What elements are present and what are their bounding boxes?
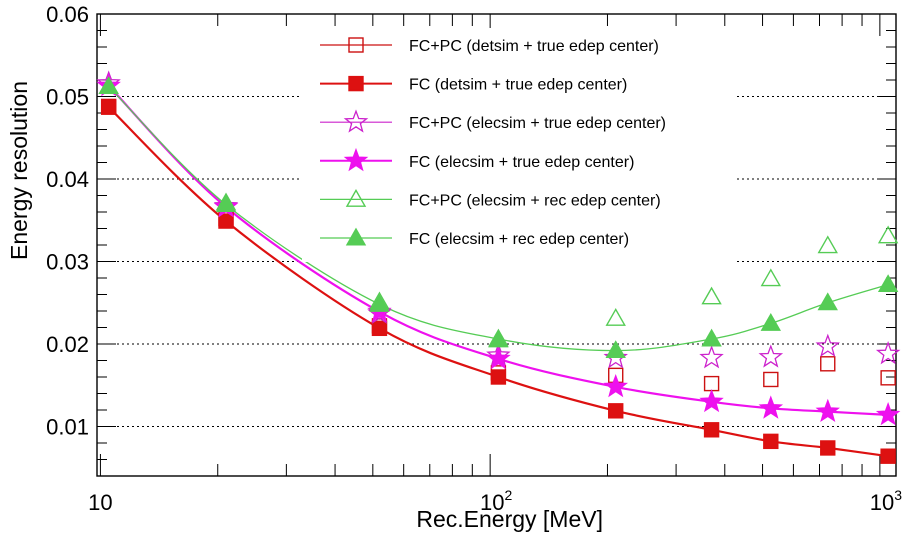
series-6-point	[760, 312, 782, 331]
series-5-point	[817, 235, 838, 254]
series-2-point	[371, 320, 388, 337]
fit-curve-2	[107, 106, 889, 458]
x-axis-title: Rec.Energy [MeV]	[416, 506, 603, 532]
x-tick-label: 103	[870, 487, 902, 515]
series-4-point	[699, 388, 724, 413]
legend-label: FC (elecsim + rec edep center)	[409, 231, 629, 248]
series-3-point	[758, 344, 784, 368]
series-2-point	[703, 422, 720, 438]
series-4-point	[486, 345, 511, 370]
legend-marker	[345, 227, 367, 246]
series-6-point	[488, 328, 509, 347]
legend-box	[302, 28, 734, 262]
y-tick-label: 0.05	[46, 85, 89, 110]
series-2-point	[763, 433, 779, 450]
series-2-point	[820, 440, 836, 456]
series-5-point	[701, 286, 722, 305]
series-2-point	[608, 403, 624, 419]
x-tick-label: 10	[88, 490, 112, 515]
series-6-point	[215, 194, 237, 213]
series-1-point	[820, 356, 836, 372]
series-4-point	[758, 395, 784, 419]
series-6-point	[605, 340, 626, 359]
legend-label: FC (elecsim + true edep center)	[409, 154, 634, 171]
legend-marker	[348, 75, 364, 92]
series-3-point	[815, 333, 840, 357]
legend-marker	[343, 109, 369, 133]
series-6-point	[817, 292, 838, 311]
legend-label: FC+PC (elecsim + rec edep center)	[409, 192, 661, 209]
series-5-point	[877, 225, 899, 244]
legend-marker	[343, 147, 369, 172]
y-axis-title: Energy resolution	[6, 81, 32, 260]
series-1-point	[880, 370, 896, 386]
series-4-point	[875, 402, 901, 426]
y-tick-label: 0.01	[46, 415, 89, 440]
legend-label: FC (detsim + true edep center)	[409, 77, 627, 94]
series-3-point	[699, 345, 724, 369]
series-5-point	[760, 268, 782, 287]
y-tick-label: 0.04	[46, 167, 89, 192]
y-tick-label: 0.02	[46, 332, 89, 357]
legend-marker	[345, 188, 367, 207]
series-5-point	[605, 308, 626, 326]
y-tick-label: 0.03	[46, 250, 89, 275]
y-tick-label: 0.06	[46, 2, 89, 27]
series-2-point	[490, 369, 507, 385]
series-6-point	[877, 274, 899, 293]
series-1-point	[703, 375, 720, 392]
legend-label: FC+PC (detsim + true edep center)	[409, 38, 659, 55]
series-6-point	[369, 293, 390, 312]
series-3-point	[875, 341, 901, 365]
series-1-point	[763, 371, 779, 388]
legend-marker	[348, 37, 364, 53]
series-4-point	[815, 398, 840, 423]
series-2-point	[218, 213, 234, 229]
series-2-point	[880, 448, 896, 464]
legend-label: FC+PC (elecsim + true edep center)	[409, 115, 666, 132]
series-4-point	[603, 374, 628, 398]
series-2-point	[100, 99, 117, 115]
series-6-point	[701, 328, 722, 347]
series-6-point	[98, 76, 119, 95]
